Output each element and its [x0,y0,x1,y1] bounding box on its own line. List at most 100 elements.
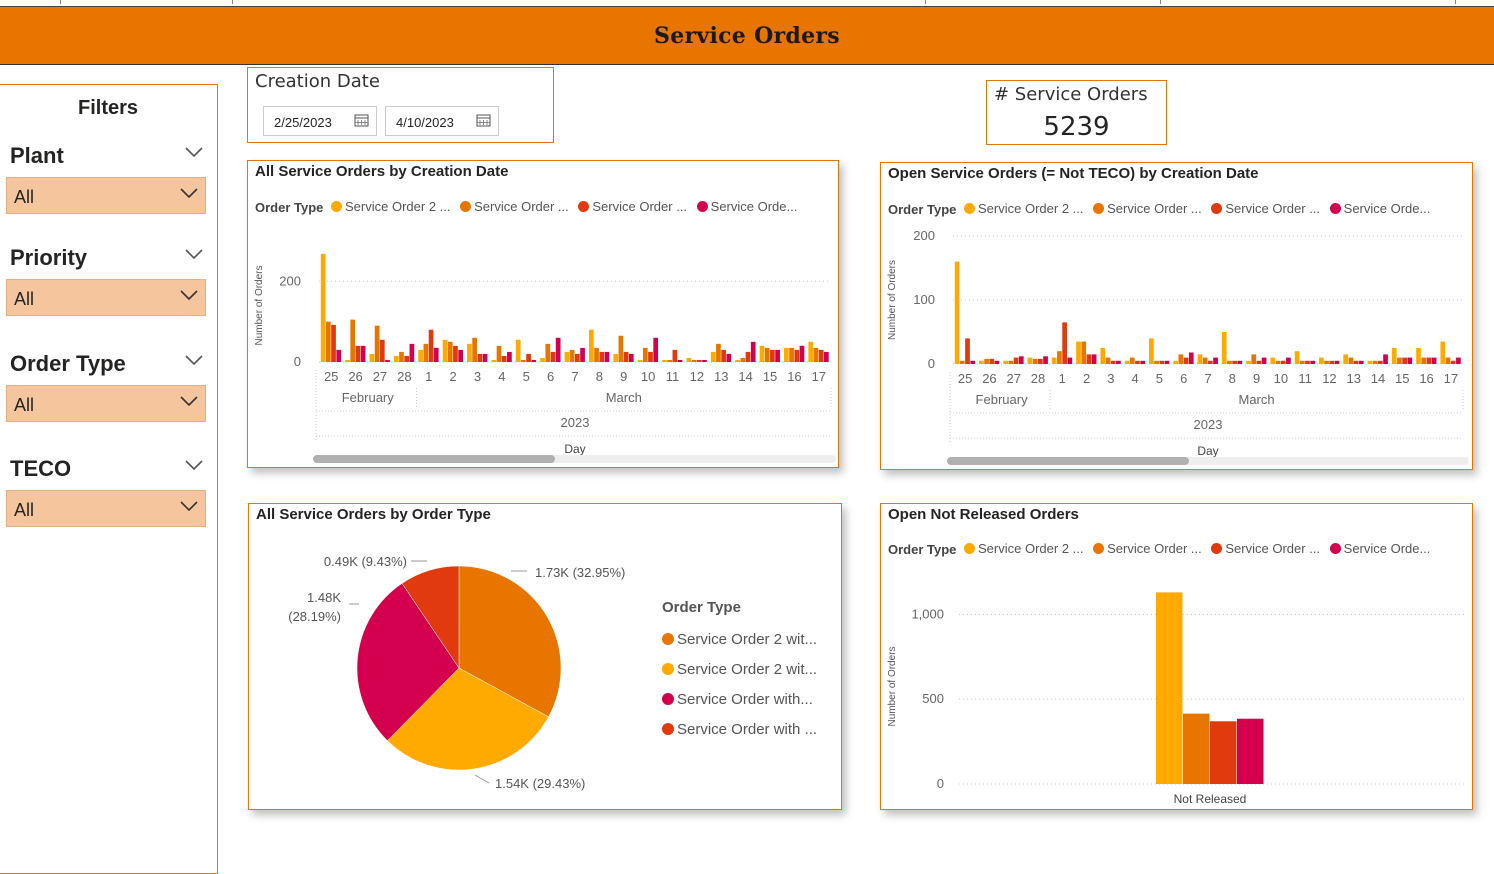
bar [1164,360,1170,364]
chart-plot: 0 500 1,000 Number of Orders Not Released [887,592,1467,806]
bar [628,353,634,362]
bar [1154,360,1159,364]
bar [482,353,488,362]
bar [740,357,746,362]
legend-item[interactable]: Service Order with ... [662,714,817,744]
legend-title: Order Type [255,200,324,215]
bar [1334,360,1340,364]
bar [409,343,415,362]
chevron-down-icon[interactable] [184,353,204,367]
not-released-orders-chart[interactable]: Open Not Released Orders Order Type Serv… [880,503,1473,810]
x-tick-label: 4 [1132,371,1139,386]
dropdown-value: All [14,289,35,309]
bar [1183,357,1189,364]
chevron-down-icon [180,501,198,512]
bar [1329,360,1335,364]
priority-dropdown[interactable]: All [6,279,206,316]
all-orders-by-date-chart[interactable]: All Service Orders by Creation Date Orde… [247,160,839,468]
bar [1183,713,1210,784]
plant-dropdown[interactable]: All [6,177,206,214]
dropdown-value: All [14,395,35,415]
y-tick-label: 0 [937,776,944,791]
scrollbar-thumb[interactable] [947,457,1189,465]
legend-dot [578,201,590,212]
open-orders-by-date-chart[interactable]: Open Service Orders (= Not TECO) by Crea… [880,162,1473,470]
x-tick-label: 11 [1298,371,1312,386]
bar [550,351,556,362]
x-tick-label: 27 [1006,371,1020,386]
top-strip [0,0,1494,7]
legend-item[interactable]: Service Orde... [1329,541,1430,556]
bar [1391,348,1397,364]
bar [1210,721,1237,784]
bar [442,339,448,362]
x-tick-label: 4 [498,369,505,384]
orders-by-type-pie-chart[interactable]: All Service Orders by Order Type 1.73K (… [248,503,842,810]
chevron-down-icon[interactable] [184,145,204,159]
legend-dot [662,693,674,705]
teco-dropdown[interactable]: All [6,490,206,527]
bar [1067,357,1073,364]
legend-dot [662,723,674,735]
bar [677,359,683,362]
x-tick-label: 14 [1371,371,1385,386]
chevron-down-icon[interactable] [184,458,204,472]
calendar-icon[interactable] [354,113,369,127]
legend-item[interactable]: Service Order 2 wit... [662,654,817,684]
legend-item[interactable]: Service Order ... [1211,541,1320,556]
strip-tick [232,0,233,4]
legend-label: Service Orde... [710,199,798,214]
bar [423,343,429,362]
bar [745,351,751,362]
legend-item[interactable]: Service Order ... [578,199,687,214]
end-date-input[interactable]: 4/10/2023 [385,106,499,136]
legend-item[interactable]: Service Orde... [1329,201,1430,216]
order-type-dropdown[interactable]: All [6,385,206,422]
legend-item[interactable]: Service Order 2 wit... [662,624,817,654]
legend-label: Service Order ... [592,199,688,214]
legend-item[interactable]: Service Order 2 ... [331,199,451,214]
data-label: 0.49K (9.43%) [324,554,407,569]
legend-label: Service Order ... [1107,541,1202,556]
scrollbar-track[interactable] [313,455,836,463]
bar [672,349,678,362]
legend-item[interactable]: Service Order with... [662,684,817,714]
bar [1027,357,1033,364]
creation-date-slicer: Creation Date 2/25/2023 4/10/2023 [247,67,554,143]
bar [1270,357,1276,364]
pie-slice [387,667,549,771]
bar [1013,357,1019,364]
legend-item[interactable]: Service Order ... [1093,201,1202,216]
legend-item[interactable]: Service Order 2 ... [964,201,1084,216]
x-tick-label: 10 [641,369,655,384]
legend-item[interactable]: Service Order ... [1093,541,1202,556]
x-tick-label: 12 [1322,371,1336,386]
month-label: February [976,392,1029,407]
bar [1416,348,1421,364]
calendar-icon[interactable] [476,113,491,127]
scrollbar-thumb[interactable] [313,455,555,463]
bar [789,347,794,362]
x-tick-label: 3 [474,369,481,384]
x-tick-label: 15 [763,369,777,384]
legend-item[interactable]: Service Orde... [696,199,798,214]
start-date-input[interactable]: 2/25/2023 [263,106,377,136]
year-label: 2023 [561,415,590,430]
x-axis-title: Day [564,442,585,456]
legend-dot [1093,543,1105,554]
legend-item[interactable]: Service Order ... [460,199,569,214]
legend-item[interactable]: Service Order 2 ... [964,541,1084,556]
legend-item[interactable]: Service Order ... [1211,201,1320,216]
bar [1343,354,1349,364]
chart-legend: Order Type Service Order 2 ... Service O… [255,199,803,215]
chevron-down-icon[interactable] [184,247,204,261]
kpi-value: 5239 [1043,112,1110,142]
filter-label: Order Type [10,351,126,376]
chevron-down-icon [180,188,198,199]
y-tick-label: 0 [928,356,935,371]
bar [350,319,356,362]
x-tick-label: 27 [373,369,387,384]
data-label: 1.48K [307,590,341,605]
scrollbar-track[interactable] [947,457,1469,465]
bar [1221,332,1227,364]
